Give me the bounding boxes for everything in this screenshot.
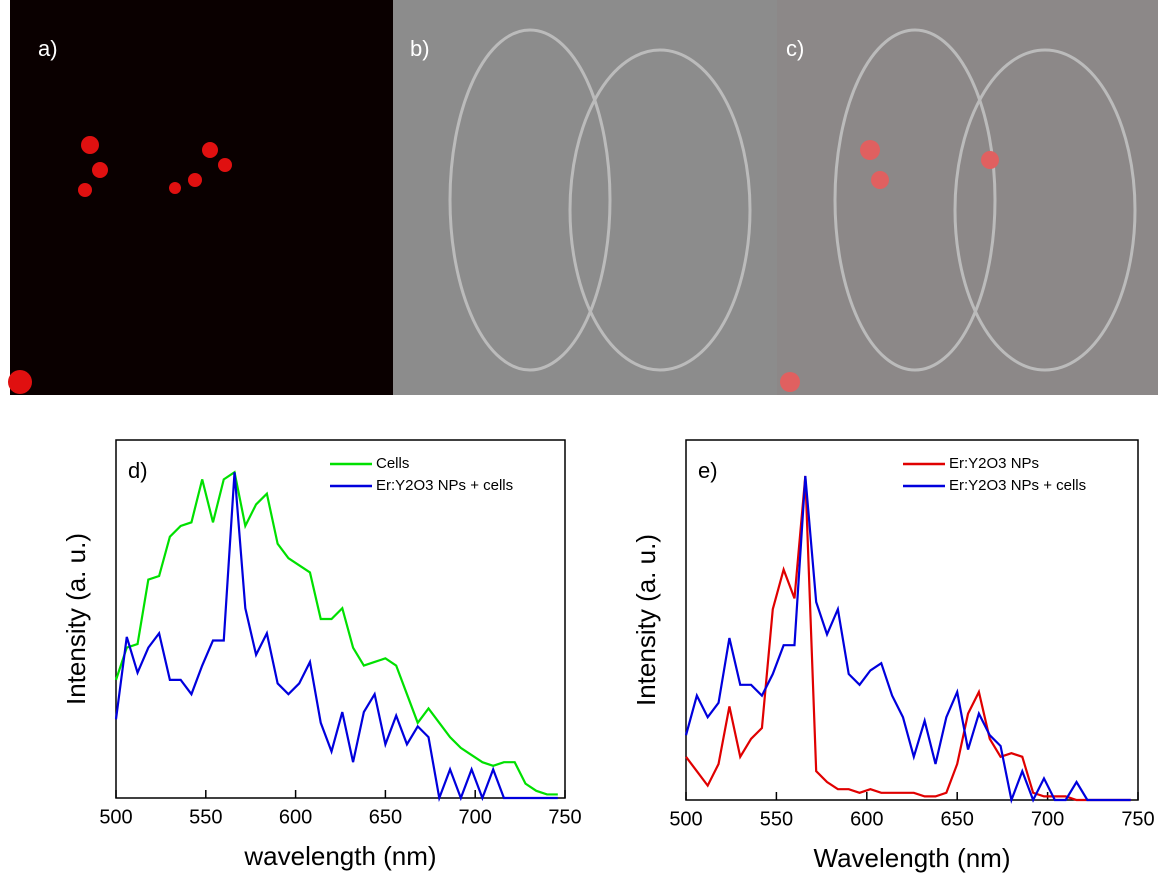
plot-frame bbox=[115, 439, 566, 799]
x-tick-label: 500 bbox=[669, 808, 702, 830]
x-tick-label: 750 bbox=[1121, 808, 1154, 830]
data-line bbox=[114, 472, 558, 803]
x-tick-label: 700 bbox=[459, 806, 492, 828]
panel-label: c) bbox=[786, 36, 804, 61]
data-line bbox=[685, 475, 1131, 802]
red-spots bbox=[8, 136, 232, 394]
x-tick-label: 500 bbox=[99, 806, 132, 828]
plot-frame bbox=[685, 439, 1139, 801]
x-axis-label: wavelength (nm) bbox=[243, 841, 436, 871]
x-tick-label: 650 bbox=[369, 806, 402, 828]
legend-label: Er:Y2O3 NPs bbox=[949, 455, 1039, 472]
y-axis-label: Intensity (a. u.) bbox=[631, 534, 661, 706]
x-tick-label: 700 bbox=[1031, 808, 1064, 830]
data-line bbox=[114, 470, 558, 796]
panel-b-image bbox=[393, 0, 777, 395]
x-tick-label: 550 bbox=[760, 808, 793, 830]
cell-outlines bbox=[448, 28, 1137, 372]
legend-label: Cells bbox=[376, 455, 409, 472]
legend-label: Er:Y2O3 NPs + cells bbox=[949, 477, 1086, 494]
x-tick-label: 650 bbox=[941, 808, 974, 830]
x-tick-label: 550 bbox=[189, 806, 222, 828]
legend-label: Er:Y2O3 NPs + cells bbox=[376, 477, 513, 494]
x-axis-label: Wavelength (nm) bbox=[814, 843, 1011, 873]
panel-label: b) bbox=[410, 36, 430, 61]
x-tick-label: 600 bbox=[279, 806, 312, 828]
x-tick-label: 750 bbox=[548, 806, 581, 828]
panel-label: a) bbox=[38, 36, 58, 61]
y-axis-label: Intensity (a. u.) bbox=[61, 533, 91, 705]
x-tick-label: 600 bbox=[850, 808, 883, 830]
panel-label: d) bbox=[128, 458, 148, 483]
panel-a-image bbox=[10, 0, 393, 395]
data-line bbox=[684, 475, 1131, 804]
overlay-spots bbox=[780, 140, 999, 392]
panel-label: e) bbox=[698, 458, 718, 483]
